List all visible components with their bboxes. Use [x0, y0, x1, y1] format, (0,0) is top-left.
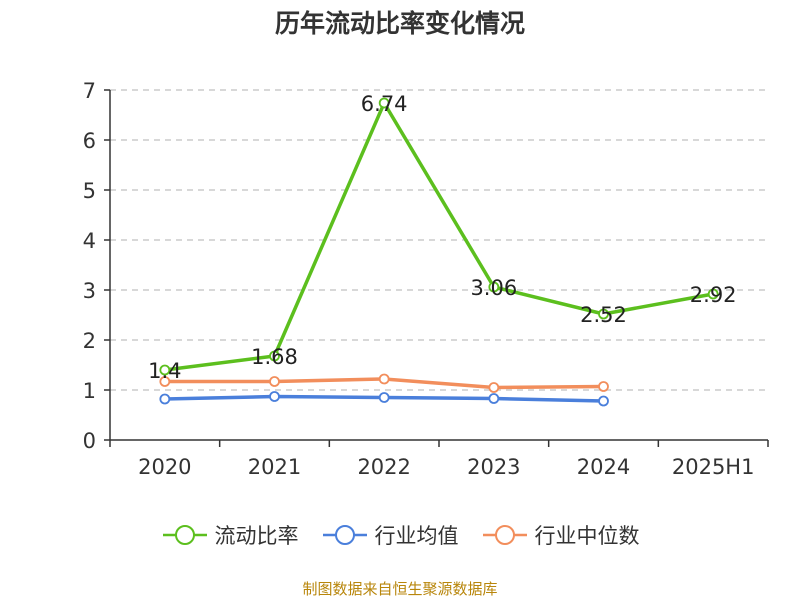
grid-lines: [110, 89, 768, 391]
x-tick-label: 2021: [248, 455, 301, 479]
y-tick-label: 3: [83, 279, 96, 303]
data-label: 1.4: [148, 359, 181, 383]
data-point: [159, 364, 171, 376]
legend-label: 行业中位数: [534, 524, 640, 548]
data-point: [598, 308, 609, 320]
y-tick-label: 1: [83, 379, 96, 403]
legend: 流动比率 行业均值 行业中位数: [0, 520, 800, 550]
legend-label: 行业均值: [374, 524, 459, 548]
y-tick-label: 0: [83, 429, 96, 453]
x-tick-label: 2022: [357, 455, 410, 479]
data-point: [378, 392, 390, 403]
y-tick-label: 4: [83, 229, 96, 253]
data-label: 3.06: [470, 276, 517, 300]
data-label: 2.52: [580, 303, 627, 327]
data-point: [488, 382, 500, 393]
data-point: [598, 395, 609, 407]
x-tick-label: 2025H1: [672, 455, 755, 479]
source-note: 制图数据来自恒生聚源数据库: [302, 580, 498, 598]
data-label: 1.68: [251, 345, 298, 369]
series-line: [164, 101, 714, 372]
data-point: [378, 373, 390, 385]
legend-swatch-icon: [162, 525, 207, 545]
data-point: [598, 381, 609, 392]
legend-swatch-icon: [482, 525, 527, 545]
y-tick-label: 7: [83, 79, 96, 103]
data-point: [269, 350, 280, 362]
data-point: [159, 376, 171, 387]
y-tick-label: 6: [83, 129, 96, 153]
x-tick-label: 2023: [467, 455, 520, 479]
data-point: [707, 288, 719, 300]
series-lines: [159, 97, 719, 407]
data-labels: 1.4 1.68 6.74 3.06 2.52 2.92: [148, 92, 736, 383]
x-tick-label: 2024: [577, 455, 630, 479]
data-point: [488, 393, 500, 404]
legend-item[interactable]: 行业均值: [321, 520, 459, 550]
data-label: 6.74: [361, 92, 408, 116]
data-point: [378, 97, 390, 109]
data-point: [269, 391, 280, 402]
y-tick-label: 5: [83, 179, 96, 203]
legend-item[interactable]: 流动比率: [161, 520, 299, 550]
legend-item[interactable]: 行业中位数: [481, 520, 640, 550]
y-tick-label: 2: [83, 329, 96, 353]
chart-title: 历年流动比率变化情况: [274, 9, 525, 38]
x-tick-label: 2020: [138, 455, 191, 479]
data-point: [269, 376, 280, 387]
data-point: [488, 281, 500, 293]
legend-swatch-icon: [322, 525, 367, 545]
axes: 0 1 2 3 4 5 6 7 2020 2021 2022 2023 2024 2025H1: [83, 79, 769, 479]
data-point: [159, 393, 171, 405]
data-label: 2.92: [690, 283, 737, 307]
legend-label: 流动比率: [214, 524, 299, 548]
